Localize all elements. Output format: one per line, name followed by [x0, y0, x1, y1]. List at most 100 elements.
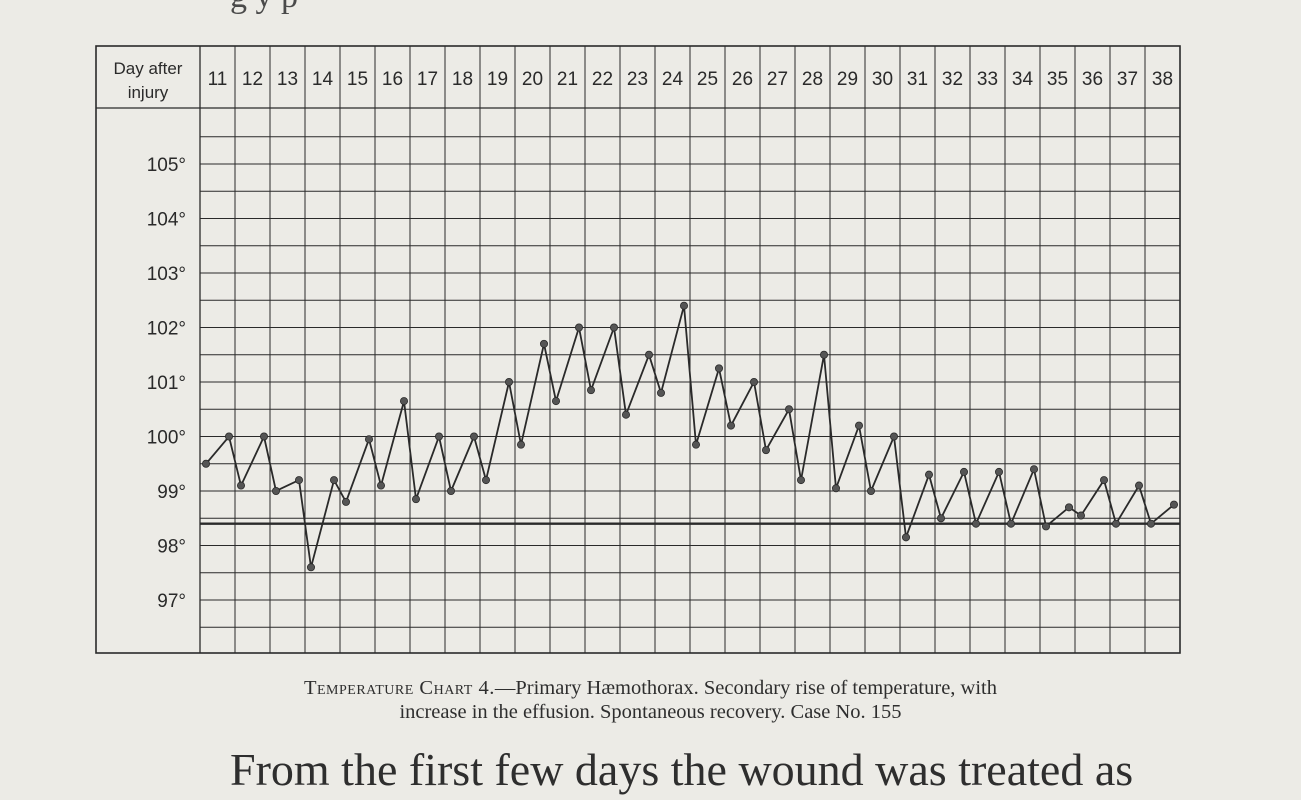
day-tick-label: 27: [767, 69, 788, 90]
day-tick-label: 24: [662, 69, 684, 90]
temperature-point: [411, 495, 420, 504]
day-tick-label: 33: [977, 69, 998, 90]
temperature-point: [294, 476, 303, 485]
day-tick-label: 16: [382, 69, 403, 90]
day-tick-label: 35: [1047, 69, 1068, 90]
day-tick-label: 13: [277, 69, 298, 90]
temperature-point: [364, 435, 373, 444]
temperature-point: [540, 339, 549, 348]
day-tick-label: 31: [907, 69, 928, 90]
temperature-point: [1077, 511, 1086, 520]
temperature-point: [1112, 519, 1121, 528]
caption-line-1-rest: —Primary Hæmothorax. Secondary rise of t…: [494, 677, 997, 699]
header-label-line-2: injury: [128, 83, 169, 102]
temperature-point: [622, 410, 631, 419]
temperature-point: [1065, 503, 1074, 512]
temperature-point: [797, 476, 806, 485]
temperature-point: [481, 476, 490, 485]
day-tick-label: 12: [242, 69, 263, 90]
temp-tick-label: 104°: [147, 210, 186, 231]
temperature-point: [890, 432, 899, 441]
day-tick-label: 30: [872, 69, 893, 90]
day-tick-label: 36: [1082, 69, 1103, 90]
temp-tick-label: 98°: [157, 537, 186, 558]
day-tick-label: 18: [452, 69, 473, 90]
temperature-point: [925, 470, 934, 479]
temperature-point: [446, 486, 455, 495]
temperature-point: [1007, 519, 1016, 528]
day-tick-label: 14: [312, 69, 334, 90]
temperature-point: [552, 397, 561, 406]
temp-tick-label: 101°: [147, 373, 186, 394]
temperature-point: [1135, 481, 1144, 490]
day-tick-label: 34: [1012, 69, 1034, 90]
temperature-point: [434, 432, 443, 441]
day-tick-label: 23: [627, 69, 648, 90]
temperature-point: [867, 486, 876, 495]
day-tick-label: 20: [522, 69, 543, 90]
caption-line-2: increase in the effusion. Spontaneous re…: [399, 701, 902, 723]
temperature-point: [855, 421, 864, 430]
temperature-point: [785, 405, 794, 414]
temperature-point: [399, 397, 408, 406]
day-tick-label: 38: [1152, 69, 1173, 90]
temperature-point: [762, 446, 771, 455]
day-tick-label: 26: [732, 69, 753, 90]
chart-caption: Temperature Chart 4.—Primary Hæmothorax.…: [0, 676, 1301, 724]
temperature-point: [657, 388, 666, 397]
temperature-point: [715, 364, 724, 373]
temperature-point: [832, 484, 841, 493]
temperature-point: [680, 301, 689, 310]
day-tick-label: 11: [208, 69, 228, 90]
temperature-point: [376, 481, 385, 490]
temperature-point: [1170, 500, 1179, 509]
temperature-point: [341, 497, 350, 506]
body-text-fragment: From the first few days the wound was tr…: [230, 744, 1134, 795]
temp-tick-label: 99°: [157, 482, 186, 503]
temperature-point: [902, 533, 911, 542]
temperature-point: [727, 421, 736, 430]
day-tick-label: 22: [592, 69, 613, 90]
temperature-point: [645, 350, 654, 359]
temperature-point: [259, 432, 268, 441]
temperature-point: [1100, 476, 1109, 485]
temperature-point: [610, 323, 619, 332]
day-tick-label: 32: [942, 69, 963, 90]
temperature-point: [575, 323, 584, 332]
temp-tick-label: 97°: [157, 591, 186, 612]
day-tick-label: 37: [1117, 69, 1138, 90]
temp-tick-label: 105°: [147, 155, 186, 176]
temperature-point: [692, 440, 701, 449]
header-label-line-1: Day after: [114, 59, 183, 78]
temperature-point: [1030, 465, 1039, 474]
temp-tick-label: 100°: [147, 428, 186, 449]
temperature-point: [820, 350, 829, 359]
temperature-point: [271, 486, 280, 495]
temperature-point: [750, 377, 759, 386]
day-tick-label: 25: [697, 69, 718, 90]
temp-tick-label: 103°: [147, 264, 186, 285]
temperature-point: [329, 476, 338, 485]
day-tick-label: 28: [802, 69, 823, 90]
temperature-point: [236, 481, 245, 490]
temperature-point: [224, 432, 233, 441]
day-tick-label: 21: [557, 69, 578, 90]
top-text-fragment: g y p: [230, 0, 1301, 14]
temperature-point: [587, 386, 596, 395]
temperature-point: [469, 432, 478, 441]
temperature-point: [937, 514, 946, 523]
temperature-point: [201, 459, 210, 468]
temperature-series-line: [205, 305, 1175, 568]
temperature-point: [517, 440, 526, 449]
temperature-point: [972, 519, 981, 528]
temperature-point: [960, 467, 969, 476]
day-tick-label: 17: [417, 69, 438, 90]
temp-tick-label: 102°: [147, 319, 186, 340]
chart-frame: [95, 45, 1181, 654]
caption-line-1: Temperature Chart 4.—Primary Hæmothorax.…: [0, 676, 1301, 700]
temperature-point: [306, 563, 315, 572]
caption-label: Temperature Chart 4.: [303, 677, 495, 699]
temperature-point: [504, 377, 513, 386]
temperature-point: [1042, 522, 1051, 531]
